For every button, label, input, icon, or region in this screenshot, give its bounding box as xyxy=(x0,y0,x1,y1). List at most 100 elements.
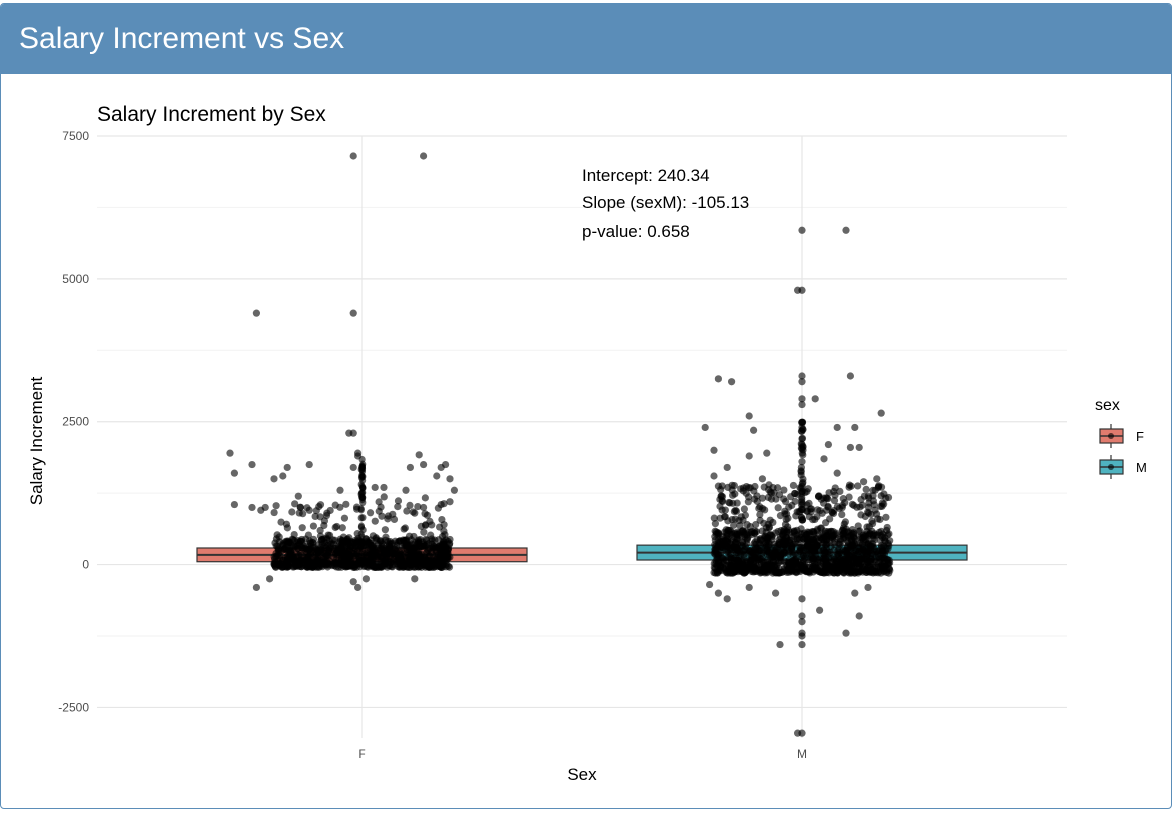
data-point xyxy=(867,543,875,551)
data-point xyxy=(437,554,445,562)
data-point xyxy=(723,548,731,556)
outlier-point xyxy=(446,498,454,506)
outlier-point xyxy=(437,500,445,509)
outlier-point xyxy=(763,449,771,457)
data-point xyxy=(838,510,846,519)
data-point xyxy=(817,524,825,532)
outlier-point xyxy=(798,458,806,466)
data-point xyxy=(282,520,291,528)
data-point xyxy=(380,562,388,570)
outlier-point xyxy=(362,575,370,583)
outlier-point xyxy=(798,729,806,737)
outlier-point xyxy=(811,395,819,403)
data-point xyxy=(867,565,876,573)
outlier-point xyxy=(266,575,274,583)
data-point xyxy=(291,542,299,551)
outlier-point xyxy=(864,583,872,592)
outlier-point xyxy=(252,583,260,592)
data-point xyxy=(304,531,313,539)
outlier-point xyxy=(420,460,428,469)
outlier-point xyxy=(798,612,806,620)
data-point xyxy=(316,513,324,521)
outlier-point xyxy=(833,423,841,432)
data-point xyxy=(345,534,353,542)
data-point xyxy=(815,546,823,555)
data-point xyxy=(767,551,775,559)
data-point xyxy=(824,502,832,511)
outlier-point xyxy=(798,395,806,403)
outlier-point xyxy=(248,460,256,469)
data-point xyxy=(730,521,738,529)
data-point xyxy=(355,542,363,550)
data-point xyxy=(774,550,782,559)
outlier-point xyxy=(820,455,828,463)
data-point xyxy=(869,519,877,528)
data-point xyxy=(406,501,414,509)
data-point xyxy=(780,565,788,573)
data-point xyxy=(882,513,890,521)
annotation-slope: Slope (sexM): -105.13 xyxy=(582,193,749,212)
outlier-point xyxy=(798,595,806,603)
data-point xyxy=(390,515,399,523)
data-point xyxy=(807,553,815,562)
data-point xyxy=(442,563,450,571)
data-point xyxy=(444,546,452,554)
y-tick-label: 5000 xyxy=(62,272,89,286)
outlier-point xyxy=(714,589,723,597)
data-point xyxy=(436,523,444,531)
data-point xyxy=(414,502,422,511)
data-point xyxy=(842,563,850,571)
data-point xyxy=(303,554,311,562)
data-point xyxy=(811,515,819,524)
data-point xyxy=(718,506,726,514)
data-point xyxy=(780,486,788,494)
outlier-point xyxy=(433,472,441,480)
data-point xyxy=(444,554,452,562)
data-point xyxy=(381,526,389,534)
x-axis-title: Sex xyxy=(567,765,597,784)
y-tick-label: 2500 xyxy=(62,415,89,429)
outlier-point xyxy=(750,426,758,434)
data-point xyxy=(272,502,280,510)
data-point xyxy=(720,557,728,565)
data-point xyxy=(828,558,837,566)
legend-title: sex xyxy=(1095,397,1120,414)
data-point xyxy=(801,565,809,573)
data-point xyxy=(736,522,744,530)
outlier-point xyxy=(411,509,419,517)
data-point xyxy=(326,557,334,565)
data-point xyxy=(731,567,739,575)
data-point xyxy=(725,567,734,575)
data-point xyxy=(394,503,402,511)
data-point xyxy=(427,531,435,539)
data-point xyxy=(714,482,723,490)
annotation-intercept: Intercept: 240.34 xyxy=(582,166,710,185)
annotation-pvalue: p-value: 0.658 xyxy=(582,222,690,241)
data-point xyxy=(845,555,853,564)
outlier-point xyxy=(842,226,850,234)
chart-card: Salary Increment vs Sex Salary Increment… xyxy=(0,3,1172,809)
outlier-point xyxy=(710,472,718,480)
data-point xyxy=(401,524,409,532)
data-point xyxy=(850,559,858,567)
data-point xyxy=(854,482,862,490)
data-point xyxy=(873,567,881,575)
outlier-point xyxy=(860,478,868,486)
outlier-point xyxy=(349,578,357,586)
data-point xyxy=(873,515,882,523)
data-point xyxy=(741,511,749,519)
outlier-point xyxy=(354,452,362,460)
chart-title: Salary Increment by Sex xyxy=(97,103,326,126)
data-point xyxy=(806,505,815,513)
outlier-point xyxy=(442,460,450,469)
y-tick-label: -2500 xyxy=(58,700,89,714)
data-point xyxy=(325,547,333,555)
outlier-point xyxy=(877,409,885,417)
outlier-point xyxy=(371,483,379,492)
data-point xyxy=(837,537,845,545)
data-point xyxy=(876,502,885,511)
data-point xyxy=(297,537,305,545)
card-title: Salary Increment vs Sex xyxy=(19,22,345,55)
data-point xyxy=(761,506,769,514)
outlier-point xyxy=(745,452,753,460)
